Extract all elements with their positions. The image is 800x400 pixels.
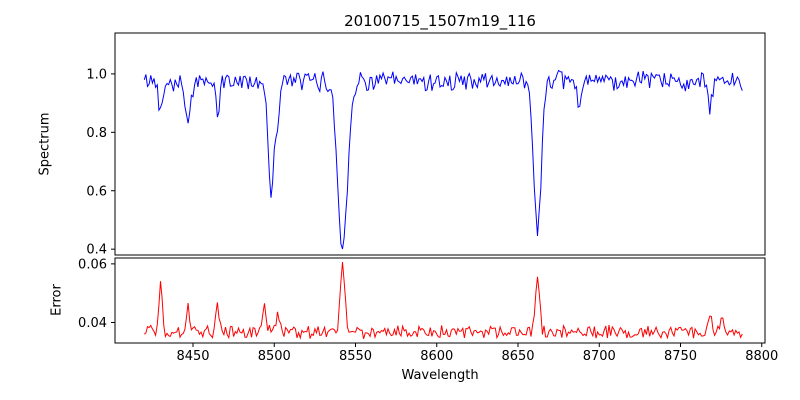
x-tick-label: 8800 bbox=[745, 349, 778, 364]
chart-title: 20100715_1507m19_116 bbox=[344, 12, 536, 30]
error-axes-spines bbox=[114, 257, 766, 344]
x-tick-label: 8600 bbox=[420, 349, 453, 364]
error-line bbox=[143, 261, 743, 340]
x-tick-label: 8750 bbox=[664, 349, 697, 364]
spectrum-y-tick-label: 0.4 bbox=[86, 243, 107, 258]
error-y-tick-label: 0.04 bbox=[78, 316, 107, 331]
x-tick-label: 8500 bbox=[258, 349, 291, 364]
x-tick-label: 8700 bbox=[583, 349, 616, 364]
x-tick-label: 8550 bbox=[339, 349, 372, 364]
spectrum-y-tick-label: 1.0 bbox=[86, 67, 107, 82]
x-tick-label: 8450 bbox=[176, 349, 209, 364]
x-axis-label: Wavelength bbox=[401, 368, 479, 383]
spectrum-line bbox=[143, 69, 743, 250]
spectrum-y-tick-label: 0.8 bbox=[86, 126, 107, 141]
spectrum-y-tick-label: 0.6 bbox=[86, 184, 107, 199]
spectrum-axes-spines bbox=[114, 32, 766, 256]
error-y-tick-label: 0.06 bbox=[78, 257, 107, 272]
x-tick-label: 8650 bbox=[501, 349, 534, 364]
